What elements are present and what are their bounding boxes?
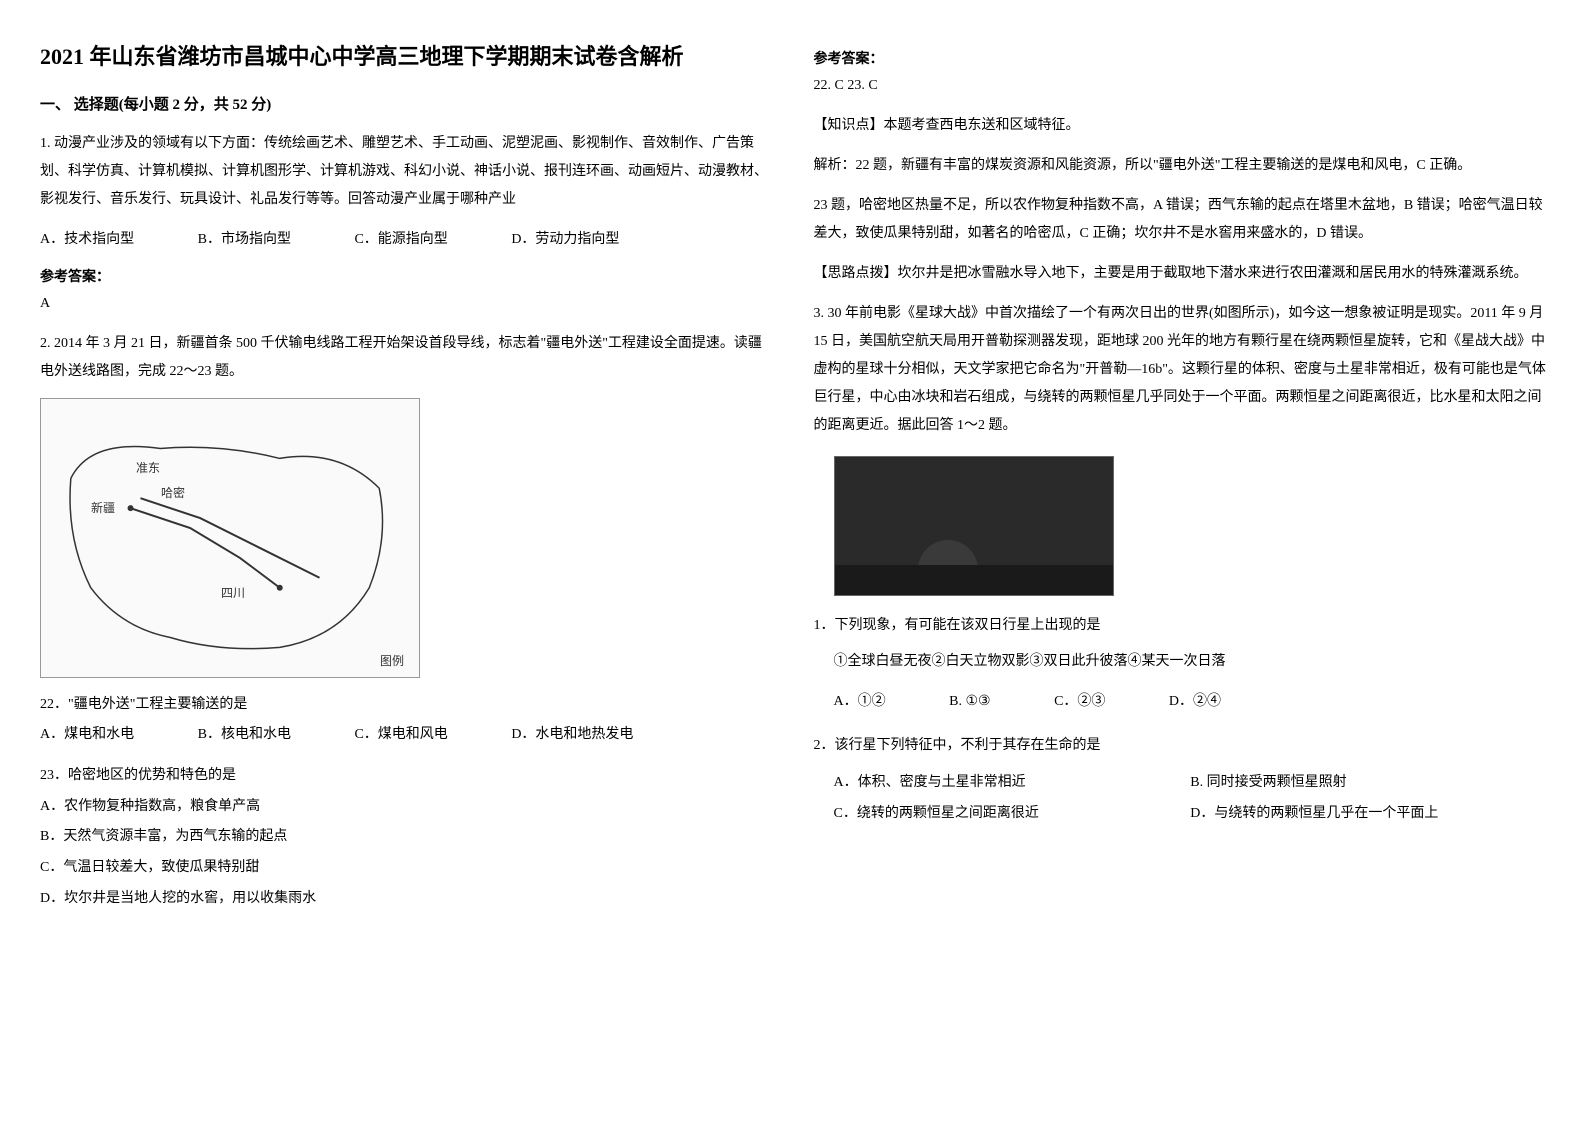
q3-sub1-opts: ①全球白昼无夜②白天立物双影③双日此升彼落④某天一次日落 xyxy=(834,648,1548,676)
left-column: 2021 年山东省潍坊市昌城中心中学高三地理下学期期末试卷含解析 一、 选择题(… xyxy=(40,40,774,915)
q3-sub1-choices: A．①② B. ①③ C．②③ D．②④ xyxy=(834,688,1548,716)
q3-sub1-d: D．②④ xyxy=(1169,694,1221,709)
q22-opt-a: A．煤电和水电 xyxy=(40,727,134,742)
q3-sub1: 1．下列现象，有可能在该双日行星上出现的是 xyxy=(814,612,1548,640)
q3-sub2-b: B. 同时接受两颗恒星照射 xyxy=(1190,768,1547,799)
answer2-tip: 【思路点拨】坎尔井是把冰雪融水导入地下，主要是用于截取地下潜水来进行农田灌溉和居… xyxy=(814,260,1548,288)
double-sunset-image xyxy=(834,456,1114,596)
map-label-xinjiang: 新疆 xyxy=(91,499,115,516)
answer2-ans: 22. C 23. C xyxy=(814,72,1548,100)
map-label-hami: 哈密 xyxy=(161,484,185,501)
q22-options: A．煤电和水电 B．核电和水电 C．煤电和风电 D．水电和地热发电 xyxy=(40,721,774,749)
q1-options: A．技术指向型 B．市场指向型 C．能源指向型 D．劳动力指向型 xyxy=(40,226,774,254)
answer2-label: 参考答案： xyxy=(814,48,1548,68)
q23-opt-c: C．气温日较差大，致使瓜果特别甜 xyxy=(40,853,774,884)
map-label-sichuan: 四川 xyxy=(221,584,245,601)
horizon-icon xyxy=(835,565,1113,595)
map-label-zhundong: 准东 xyxy=(136,459,160,476)
q23-opt-b: B．天然气资源丰富，为西气东输的起点 xyxy=(40,822,774,853)
q1-text: 1. 动漫产业涉及的领域有以下方面：传统绘画艺术、雕塑艺术、手工动画、泥塑泥画、… xyxy=(40,130,774,214)
answer2-analysis22: 解析：22 题，新疆有丰富的煤炭资源和风能资源，所以"疆电外送"工程主要输送的是… xyxy=(814,152,1548,180)
q23-text: 23．哈密地区的优势和特色的是 xyxy=(40,761,774,792)
q1-answer-label: 参考答案： xyxy=(40,266,774,286)
q1-answer: A xyxy=(40,290,774,318)
map-point-2 xyxy=(277,585,283,591)
answer2-analysis23: 23 题，哈密地区热量不足，所以农作物复种指数不高，A 错误；西气东输的起点在塔… xyxy=(814,192,1548,248)
q3-sub2: 2．该行星下列特征中，不利于其存在生命的是 xyxy=(814,732,1548,760)
q22-opt-b: B．核电和水电 xyxy=(198,727,291,742)
q3-sub1-b: B. ①③ xyxy=(949,694,990,709)
right-column: 参考答案： 22. C 23. C 【知识点】本题考查西电东送和区域特征。 解析… xyxy=(814,40,1548,915)
q2-intro: 2. 2014 年 3 月 21 日，新疆首条 500 千伏输电线路工程开始架设… xyxy=(40,330,774,386)
q23-opt-d: D．坎尔井是当地人挖的水窖，用以收集雨水 xyxy=(40,884,774,915)
q3-sub2-choices: A．体积、密度与土星非常相近 B. 同时接受两颗恒星照射 C．绕转的两颗恒星之间… xyxy=(834,768,1548,830)
q1-opt-c: C．能源指向型 xyxy=(354,232,447,247)
q3-text: 3. 30 年前电影《星球大战》中首次描绘了一个有两次日出的世界(如图所示)，如… xyxy=(814,300,1548,440)
q1-opt-b: B．市场指向型 xyxy=(198,232,291,247)
page-title: 2021 年山东省潍坊市昌城中心中学高三地理下学期期末试卷含解析 xyxy=(40,40,774,73)
power-line-2 xyxy=(140,498,319,578)
q3-sub1-a: A．①② xyxy=(834,694,886,709)
q3-sub2-d: D．与绕转的两颗恒星几乎在一个平面上 xyxy=(1190,799,1547,830)
q3-sub1-c: C．②③ xyxy=(1054,694,1105,709)
map-point-1 xyxy=(128,505,134,511)
map-svg xyxy=(41,398,419,678)
q23-opt-a: A．农作物复种指数高，粮食单产高 xyxy=(40,792,774,823)
china-outline xyxy=(70,446,383,648)
q22-opt-d: D．水电和地热发电 xyxy=(511,727,633,742)
q22-text: 22．"疆电外送"工程主要输送的是 xyxy=(40,690,774,721)
q3-sub2-c: C．绕转的两颗恒星之间距离很近 xyxy=(834,799,1191,830)
answer2-knowledge: 【知识点】本题考查西电东送和区域特征。 xyxy=(814,112,1548,140)
q1-opt-d: D．劳动力指向型 xyxy=(511,232,619,247)
q3-sub2-a: A．体积、密度与土星非常相近 xyxy=(834,768,1191,799)
china-map-image: 新疆 哈密 准东 四川 图例 xyxy=(40,398,420,678)
q1-opt-a: A．技术指向型 xyxy=(40,232,134,247)
section-header: 一、 选择题(每小题 2 分，共 52 分) xyxy=(40,93,774,114)
page-container: 2021 年山东省潍坊市昌城中心中学高三地理下学期期末试卷含解析 一、 选择题(… xyxy=(40,40,1547,915)
q22-opt-c: C．煤电和风电 xyxy=(354,727,447,742)
map-label-scale: 图例 xyxy=(380,652,404,669)
